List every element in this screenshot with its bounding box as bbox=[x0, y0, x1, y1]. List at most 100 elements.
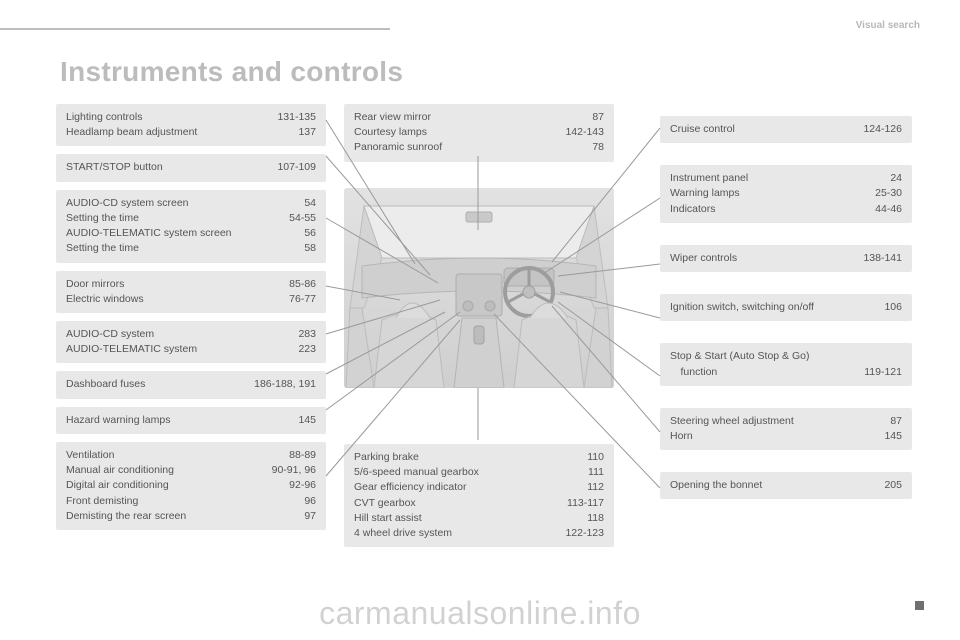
callout-label: Setting the time bbox=[66, 211, 145, 226]
callout-page: 54-55 bbox=[268, 211, 316, 226]
callout-page: 90-91, 96 bbox=[268, 463, 316, 478]
callout-row: START/STOP button 107-109 bbox=[66, 160, 316, 175]
callout-page: 97 bbox=[268, 509, 316, 524]
callout-box: Dashboard fuses 186-188, 191 bbox=[56, 371, 326, 398]
callout-row: Digital air conditioning 92-96 bbox=[66, 478, 316, 493]
callout-page: 58 bbox=[268, 241, 316, 256]
callout-page: 205 bbox=[854, 478, 902, 493]
callout-row: Courtesy lamps142-143 bbox=[354, 125, 604, 140]
callout-label: AUDIO-CD system screen bbox=[66, 196, 195, 211]
callout-row: Opening the bonnet205 bbox=[670, 478, 902, 493]
callout-label: AUDIO-TELEMATIC system bbox=[66, 342, 203, 357]
callout-label: Warning lamps bbox=[670, 186, 746, 201]
callout-row: Rear view mirror87 bbox=[354, 110, 604, 125]
callout-page: 44-46 bbox=[854, 202, 902, 217]
callout-row: 4 wheel drive system 122-123 bbox=[354, 526, 604, 541]
callout-row: Stop & Start (Auto Stop & Go) bbox=[670, 349, 902, 364]
callout-label: Front demisting bbox=[66, 494, 144, 509]
callout-row: Setting the time 54-55 bbox=[66, 211, 316, 226]
callout-label: Digital air conditioning bbox=[66, 478, 175, 493]
callout-label: Parking brake bbox=[354, 450, 425, 465]
callout-page: 119-121 bbox=[854, 365, 902, 380]
callout-page: 87 bbox=[854, 414, 902, 429]
callout-label: Door mirrors bbox=[66, 277, 130, 292]
callout-label: Indicators bbox=[670, 202, 722, 217]
callout-page: 96 bbox=[268, 494, 316, 509]
callout-label: Cruise control bbox=[670, 122, 741, 137]
callout-label: Panoramic sunroof bbox=[354, 140, 448, 155]
callout-box: Stop & Start (Auto Stop & Go) function11… bbox=[660, 343, 912, 385]
callout-label: 4 wheel drive system bbox=[354, 526, 458, 541]
callout-label: Headlamp beam adjustment bbox=[66, 125, 203, 140]
callout-box: Cruise control124-126 bbox=[660, 116, 912, 143]
callout-label: Ignition switch, switching on/off bbox=[670, 300, 820, 315]
callout-page: 112 bbox=[556, 480, 604, 495]
callout-box: AUDIO-CD system283AUDIO-TELEMATIC system… bbox=[56, 321, 326, 363]
callout-page: 145 bbox=[854, 429, 902, 444]
callout-page: 88-89 bbox=[268, 448, 316, 463]
callout-box: Ventilation 88-89 Manual air conditioning 9… bbox=[56, 442, 326, 530]
callout-row: AUDIO-CD system283 bbox=[66, 327, 316, 342]
callout-page: 54 bbox=[268, 196, 316, 211]
callout-row: 5/6-speed manual gearbox 111 bbox=[354, 465, 604, 480]
callout-page: 76-77 bbox=[268, 292, 316, 307]
callout-row: Indicators 44-46 bbox=[670, 202, 902, 217]
callout-page: 78 bbox=[556, 140, 604, 155]
callout-row: AUDIO-CD system screen 54 bbox=[66, 196, 316, 211]
page-title: Instruments and controls bbox=[60, 56, 403, 88]
callout-page: 122-123 bbox=[556, 526, 604, 541]
callout-label: Courtesy lamps bbox=[354, 125, 433, 140]
callout-box: Steering wheel adjustment87Horn145 bbox=[660, 408, 912, 450]
callout-row: Lighting controls131-135 bbox=[66, 110, 316, 125]
callout-row: Panoramic sunroof 78 bbox=[354, 140, 604, 155]
callout-page: 186-188, 191 bbox=[254, 377, 316, 392]
callout-row: Gear efficiency indicator 112 bbox=[354, 480, 604, 495]
callout-label: Instrument panel bbox=[670, 171, 754, 186]
callout-box: Lighting controls131-135Headlamp beam ad… bbox=[56, 104, 326, 146]
callout-page: 24 bbox=[854, 171, 902, 186]
callout-page: 118 bbox=[556, 511, 604, 526]
callout-label: Hazard warning lamps bbox=[66, 413, 176, 428]
callout-row: AUDIO-TELEMATIC system 223 bbox=[66, 342, 316, 357]
callout-page: 145 bbox=[268, 413, 316, 428]
callout-row: Demisting the rear screen97 bbox=[66, 509, 316, 524]
callout-row: Parking brake110 bbox=[354, 450, 604, 465]
dashboard-illustration bbox=[344, 188, 614, 388]
callout-page: 25-30 bbox=[854, 186, 902, 201]
watermark: carmanualsonline.info bbox=[319, 595, 641, 632]
callout-page: 56 bbox=[268, 226, 316, 241]
callout-label: Horn bbox=[670, 429, 699, 444]
callout-label: Manual air conditioning bbox=[66, 463, 180, 478]
callout-label: AUDIO-TELEMATIC system screen bbox=[66, 226, 238, 241]
left-column: Lighting controls131-135Headlamp beam ad… bbox=[56, 104, 326, 530]
callout-label: 5/6-speed manual gearbox bbox=[354, 465, 485, 480]
callout-label: Stop & Start (Auto Stop & Go) bbox=[670, 349, 815, 364]
callout-row: Ignition switch, switching on/off106 bbox=[670, 300, 902, 315]
middle-column: Rear view mirror87Courtesy lamps142-143P… bbox=[344, 104, 614, 162]
callout-row: Horn 145 bbox=[670, 429, 902, 444]
callout-page: 111 bbox=[556, 465, 604, 480]
callout-page: 283 bbox=[268, 327, 316, 342]
callout-page: 107-109 bbox=[268, 160, 316, 175]
callout-box: Rear view mirror87Courtesy lamps142-143P… bbox=[344, 104, 614, 162]
callout-label: Dashboard fuses bbox=[66, 377, 151, 392]
callout-page bbox=[854, 349, 902, 364]
callout-page: 223 bbox=[268, 342, 316, 357]
callout-row: Instrument panel 24 bbox=[670, 171, 902, 186]
callout-page: 92-96 bbox=[268, 478, 316, 493]
callout-row: Electric windows76-77 bbox=[66, 292, 316, 307]
callout-label: Setting the time bbox=[66, 241, 145, 256]
callout-page: 85-86 bbox=[268, 277, 316, 292]
callout-box: Opening the bonnet205 bbox=[660, 472, 912, 499]
callout-label: START/STOP button bbox=[66, 160, 169, 175]
callout-row: Ventilation 88-89 bbox=[66, 448, 316, 463]
callout-box: Door mirrors 85-86Electric windows76-77 bbox=[56, 271, 326, 313]
callout-label: Ventilation bbox=[66, 448, 120, 463]
callout-label: Rear view mirror bbox=[354, 110, 437, 125]
manual-page: Visual search Instruments and controls L… bbox=[0, 0, 960, 640]
callout-label: Gear efficiency indicator bbox=[354, 480, 472, 495]
callout-box: Wiper controls138-141 bbox=[660, 245, 912, 272]
right-column: Cruise control124-126Instrument panel24W… bbox=[660, 116, 912, 499]
callout-row: AUDIO-TELEMATIC system screen 56 bbox=[66, 226, 316, 241]
callout-row: Warning lamps 25-30 bbox=[670, 186, 902, 201]
